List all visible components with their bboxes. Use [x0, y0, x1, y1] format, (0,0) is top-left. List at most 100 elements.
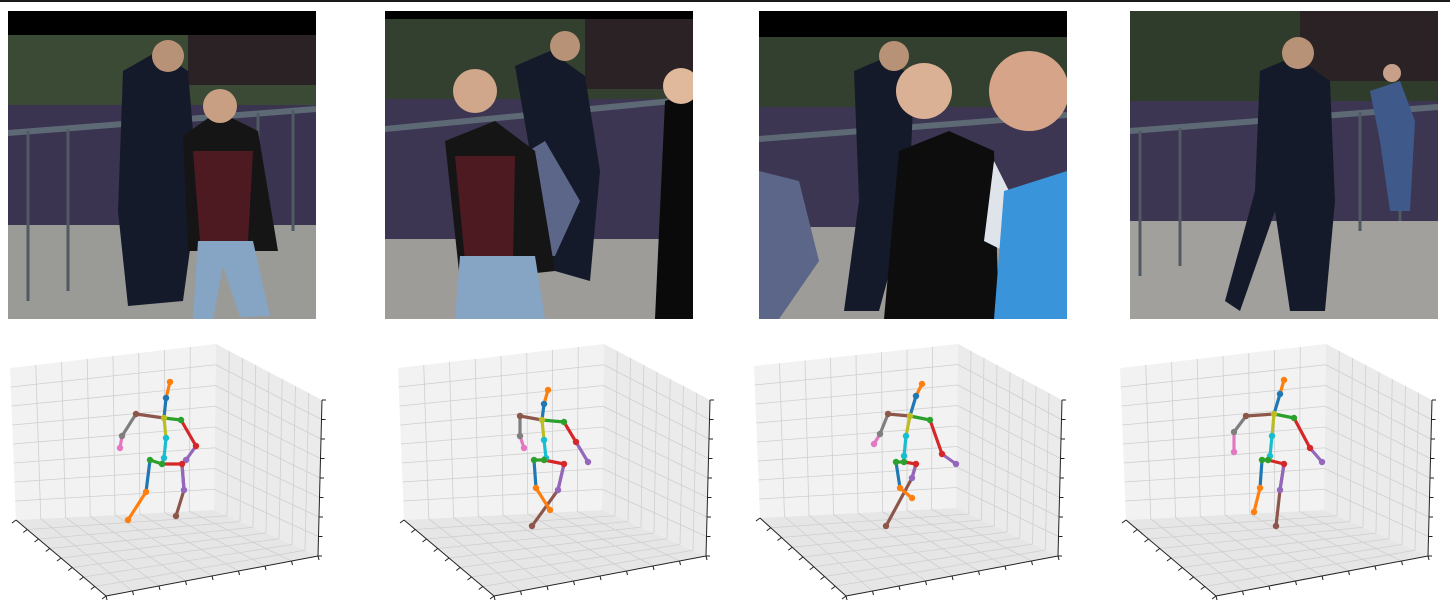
skeleton-bone — [1292, 416, 1312, 450]
skeleton-joint — [908, 474, 916, 482]
skeleton-joint — [540, 400, 548, 408]
pose-skeleton — [116, 378, 200, 524]
skeleton-joint — [554, 486, 562, 494]
skeleton-joint — [1290, 414, 1298, 422]
skeleton-bone — [134, 412, 166, 420]
skeleton-bone — [162, 416, 168, 440]
pose-plot-canvas — [1120, 344, 1436, 601]
top-border-line — [0, 0, 1450, 2]
skeleton-joint — [132, 410, 140, 418]
skeleton-bone — [530, 488, 560, 528]
skeleton-joint — [952, 460, 960, 468]
skeleton-bone — [1270, 412, 1276, 438]
skeleton-joint — [560, 418, 568, 426]
skeleton-joint — [516, 412, 524, 420]
skeleton-joint — [192, 442, 200, 450]
skeleton-joint — [1230, 448, 1238, 456]
skeleton-joint — [1276, 486, 1284, 494]
grid-lines — [1120, 346, 1432, 592]
pose-plot-canvas — [10, 344, 326, 601]
skeleton-joint — [906, 412, 914, 420]
skeleton-joint — [160, 454, 168, 462]
skeleton-bone — [540, 418, 566, 424]
skeleton-joint — [1264, 456, 1272, 464]
pose-plot-3 — [746, 338, 1076, 606]
axis-lines — [755, 399, 1066, 601]
skeleton-joint — [540, 456, 548, 464]
skeleton-joint — [146, 456, 154, 464]
skeleton-bone — [904, 414, 912, 438]
skeleton-joint — [182, 456, 190, 464]
skeleton-joint — [1280, 376, 1288, 384]
photo-panel-4 — [1130, 11, 1438, 319]
skeleton-bone — [540, 418, 546, 442]
skeleton-bone — [886, 412, 912, 418]
skeleton-bone — [562, 420, 578, 444]
pose-skeleton — [870, 380, 960, 530]
grid-lines — [754, 346, 1062, 592]
skeleton-joint — [1268, 432, 1276, 440]
skeleton-joint — [870, 440, 878, 448]
skeleton-joint — [540, 436, 548, 444]
skeleton-bone — [534, 486, 552, 512]
skeleton-joint — [180, 486, 188, 494]
skeleton-joint — [918, 380, 926, 388]
skeleton-joint — [538, 416, 546, 424]
skeleton-bone — [532, 458, 538, 490]
pose-skeleton — [516, 386, 592, 530]
skeleton-joint — [882, 522, 890, 530]
photo-panel-3 — [759, 11, 1067, 319]
skeleton-joint — [584, 458, 592, 466]
skeleton-bone — [1232, 414, 1248, 434]
skeleton-bone — [574, 440, 590, 464]
photo-panel-1 — [8, 11, 316, 319]
axis-lines — [11, 399, 326, 601]
skeleton-joint — [900, 452, 908, 460]
pose-plot-1 — [6, 338, 336, 606]
skeleton-joint — [1306, 444, 1314, 452]
skeleton-joint — [1272, 522, 1280, 530]
skeleton-joint — [516, 432, 524, 440]
skeleton-joint — [876, 430, 884, 438]
skeleton-joint — [572, 438, 580, 446]
skeleton-bone — [884, 476, 914, 528]
skeleton-bone — [144, 458, 152, 494]
skeleton-joint — [892, 458, 900, 466]
skeleton-joint — [1250, 508, 1258, 516]
skeleton-joint — [938, 450, 946, 458]
axis-lines — [1121, 399, 1436, 601]
skeleton-bone — [1274, 488, 1282, 528]
pose-plot-2 — [394, 338, 724, 606]
skeleton-bone — [518, 414, 544, 422]
axis-lines — [399, 399, 714, 601]
skeleton-joint — [884, 410, 892, 418]
skeleton-joint — [177, 416, 185, 424]
skeleton-joint — [160, 414, 168, 422]
skeleton-bone — [1252, 486, 1262, 514]
skeleton-bone — [162, 436, 168, 460]
skeleton-joint — [926, 416, 934, 424]
skeleton-joint — [544, 386, 552, 394]
skeleton-bone — [1272, 392, 1282, 416]
skeleton-joint — [116, 444, 124, 452]
skeleton-bone — [180, 462, 186, 492]
skeleton-joint — [1258, 456, 1266, 464]
skeleton-joint — [912, 460, 920, 468]
skeleton-bone — [908, 394, 918, 418]
pose-plot-4 — [1116, 338, 1446, 606]
floor-pane — [404, 510, 706, 596]
skeleton-bone — [1244, 412, 1276, 418]
skeleton-bone — [1268, 434, 1274, 458]
skeleton-joint — [1270, 410, 1278, 418]
skeleton-bone — [126, 490, 148, 522]
skeleton-joint — [896, 484, 904, 492]
skeleton-bone — [878, 412, 890, 436]
skeleton-bone — [902, 434, 908, 458]
floor-pane — [1126, 510, 1428, 596]
skeleton-joint — [1242, 412, 1250, 420]
skeleton-joint — [166, 378, 174, 386]
pose-plot-canvas — [754, 344, 1066, 601]
skeleton-joint — [560, 460, 568, 468]
grid-lines — [398, 346, 710, 592]
pose-plot-canvas — [398, 344, 714, 601]
